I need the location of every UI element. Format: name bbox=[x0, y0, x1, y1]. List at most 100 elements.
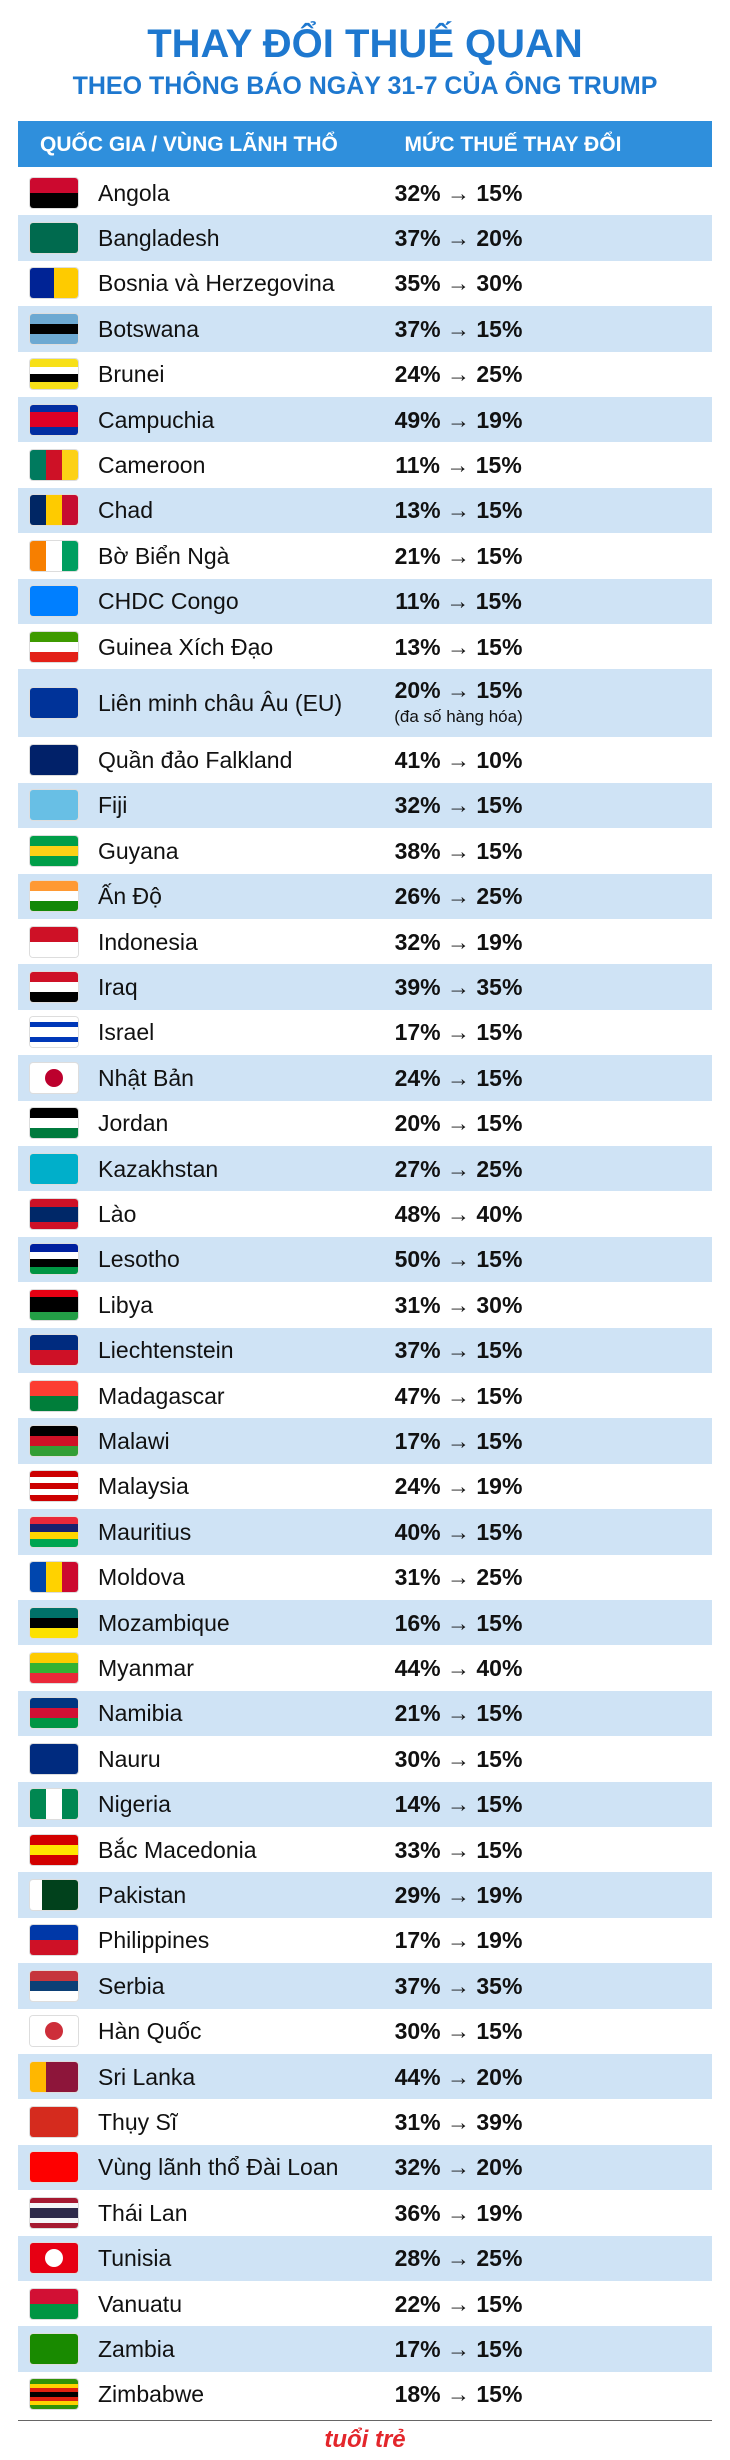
country-name: Liechtenstein bbox=[98, 1337, 234, 1364]
flag bbox=[30, 2061, 78, 2092]
table-row: Guyana 38% → 15% bbox=[18, 828, 712, 873]
table-row: Madagascar 47% → 15% bbox=[18, 1373, 712, 1418]
table-row: Fiji 32% → 15% bbox=[18, 782, 712, 829]
flag bbox=[30, 1108, 78, 1139]
title: THAY ĐỔI THUẾ QUAN bbox=[147, 22, 583, 66]
table-row: Vanuatu 22% → 15% bbox=[18, 2281, 712, 2326]
country-name: Zimbabwe bbox=[98, 2381, 205, 2408]
country-name: Liên minh châu Âu (EU) bbox=[98, 690, 343, 717]
country-name: Angola bbox=[98, 179, 170, 206]
flag bbox=[30, 881, 78, 912]
country-name: Bangladesh bbox=[98, 225, 220, 252]
flag-emblem bbox=[45, 1068, 63, 1087]
tariff-rate: 44% → 40% bbox=[394, 1655, 523, 1682]
tariff-rate: 40% → 15% bbox=[394, 1518, 523, 1545]
country-name: Madagascar bbox=[98, 1382, 225, 1409]
flag bbox=[30, 586, 78, 617]
table-row: Thái Lan 36% → 19% bbox=[18, 2190, 712, 2235]
country-name: Thụy Sĩ bbox=[98, 2109, 178, 2136]
table-row: Nhật Bản 24% → 15% bbox=[18, 1055, 712, 1101]
table-row: Bosnia và Herzegovina 35% → 30% bbox=[18, 261, 712, 306]
table-row: Guinea Xích Đạo 13% → 15% bbox=[18, 624, 712, 669]
country-name: Mauritius bbox=[98, 1518, 192, 1545]
flag bbox=[30, 688, 78, 719]
tariff-rate: 27% → 25% bbox=[394, 1155, 523, 1182]
tariff-rate: 11% → 15% bbox=[395, 452, 522, 479]
tariff-rate: 37% → 15% bbox=[394, 315, 523, 342]
table-row: Iraq 39% → 35% bbox=[18, 964, 712, 1010]
flag bbox=[30, 1244, 78, 1275]
table-row: Quần đảo Falkland 41% → 10% bbox=[18, 737, 712, 782]
table-row: Libya 31% → 30% bbox=[18, 1282, 712, 1327]
tariff-rate: 30% → 15% bbox=[394, 1745, 523, 1772]
flag bbox=[30, 177, 78, 208]
flag bbox=[30, 2197, 78, 2228]
country-name: Guinea Xích Đạo bbox=[98, 633, 274, 660]
tariff-rate: 36% → 19% bbox=[394, 2199, 523, 2226]
flag bbox=[30, 1153, 78, 1184]
flag-emblem bbox=[45, 2022, 63, 2041]
table-row: Bangladesh 37% → 20% bbox=[18, 215, 712, 261]
tariff-rate: 18% → 15% bbox=[394, 2381, 523, 2408]
table-row: Malawi 17% → 15% bbox=[18, 1418, 712, 1464]
flag bbox=[30, 2152, 78, 2183]
flag bbox=[30, 1426, 78, 1457]
flag bbox=[30, 1335, 78, 1366]
country-name: Zambia bbox=[98, 2336, 175, 2363]
tariff-rate: 32% → 20% bbox=[394, 2154, 523, 2181]
table-row: Campuchia 49% → 19% bbox=[18, 397, 712, 443]
table-row: Zimbabwe 18% → 15% bbox=[18, 2372, 712, 2417]
flag-emblem bbox=[45, 2249, 63, 2268]
country-name: Fiji bbox=[98, 792, 128, 819]
flag bbox=[30, 495, 78, 526]
country-name: Cameroon bbox=[98, 452, 206, 479]
table-row: Zambia 17% → 15% bbox=[18, 2326, 712, 2372]
tariff-rate: 31% → 30% bbox=[394, 1291, 523, 1318]
tariff-rate: 26% → 25% bbox=[394, 883, 523, 910]
table-row: Bắc Macedonia 33% → 15% bbox=[18, 1827, 712, 1872]
tariff-rate: 17% → 15% bbox=[394, 1428, 523, 1455]
table-row: Malaysia 24% → 19% bbox=[18, 1464, 712, 1509]
tariff-rate: 30% → 15% bbox=[394, 2018, 523, 2045]
tariff-rate: 35% → 30% bbox=[394, 270, 523, 297]
tariff-rate: 24% → 15% bbox=[394, 1064, 523, 1091]
logo: tuổi trẻ bbox=[324, 2426, 406, 2453]
table-row: Lào 48% → 40% bbox=[18, 1191, 712, 1236]
flag bbox=[30, 359, 78, 390]
flag bbox=[30, 1516, 78, 1547]
flag bbox=[30, 790, 78, 821]
flag bbox=[30, 223, 78, 254]
flag bbox=[30, 745, 78, 776]
flag bbox=[30, 2016, 78, 2047]
country-name: Thái Lan bbox=[98, 2199, 188, 2226]
flag bbox=[30, 2334, 78, 2365]
tariff-rate: 22% → 15% bbox=[394, 2290, 523, 2317]
tariff-rate: 44% → 20% bbox=[394, 2063, 523, 2090]
table-row: Nigeria 14% → 15% bbox=[18, 1781, 712, 1827]
table-row: Mauritius 40% → 15% bbox=[18, 1509, 712, 1555]
country-name: Israel bbox=[98, 1019, 155, 1046]
country-name: Sri Lanka bbox=[98, 2063, 196, 2090]
tariff-rate: 39% → 35% bbox=[394, 974, 523, 1001]
table-row: Myanmar 44% → 40% bbox=[18, 1645, 712, 1690]
flag bbox=[30, 1653, 78, 1684]
flag bbox=[30, 268, 78, 299]
tariff-rate: 24% → 25% bbox=[394, 361, 523, 388]
country-name: Moldova bbox=[98, 1564, 185, 1591]
flag bbox=[30, 1199, 78, 1230]
tariff-rate: 14% → 15% bbox=[394, 1791, 523, 1818]
country-name: Nhật Bản bbox=[98, 1064, 194, 1091]
flag bbox=[30, 926, 78, 957]
tariff-rate: 37% → 35% bbox=[394, 1972, 523, 1999]
tariff-rate: 38% → 15% bbox=[394, 837, 523, 864]
flag bbox=[30, 1880, 78, 1911]
tariff-rate: 11% → 15% bbox=[395, 588, 522, 615]
tariff-rate: 48% → 40% bbox=[394, 1201, 523, 1228]
subtitle: THEO THÔNG BÁO NGÀY 31-7 CỦA ÔNG TRUMP bbox=[72, 72, 658, 100]
tariff-rate: 32% → 19% bbox=[394, 928, 523, 955]
country-name: Bắc Macedonia bbox=[98, 1836, 257, 1863]
country-name: Jordan bbox=[98, 1110, 169, 1137]
tariff-rate: 49% → 19% bbox=[394, 406, 523, 433]
tariff-rate: 47% → 15% bbox=[394, 1382, 523, 1409]
